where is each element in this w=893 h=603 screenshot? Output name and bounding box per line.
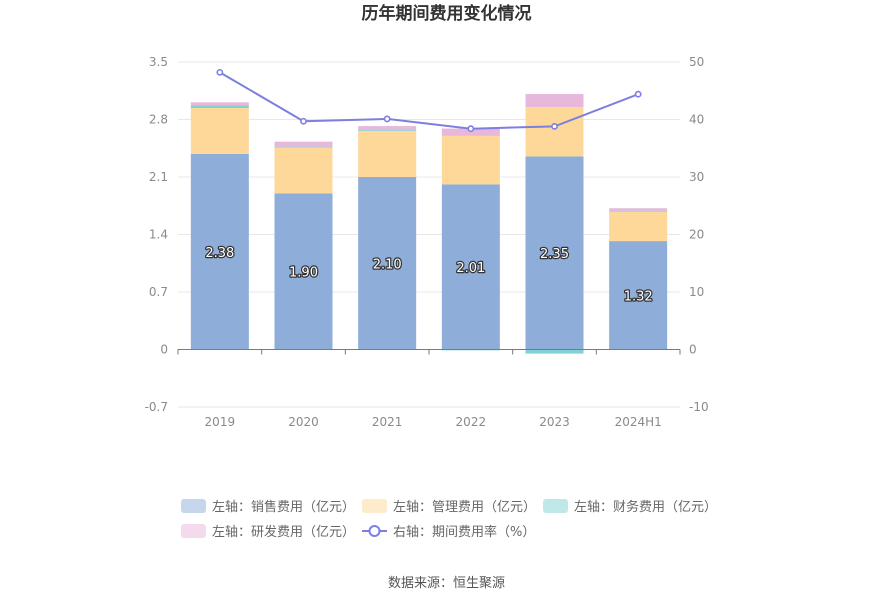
left-tick-label: 2.8 <box>149 113 168 127</box>
right-tick-label: -10 <box>689 400 709 414</box>
x-tick-label: 2023 <box>539 415 570 429</box>
x-axis: 2019 2020 2021 2022 2023 2024H1 <box>177 349 681 429</box>
rate-line <box>216 68 642 133</box>
left-tick-label: -0.7 <box>145 400 168 414</box>
right-tick-label: 10 <box>689 285 704 299</box>
left-axis: -0.7 0 0.7 1.4 2.1 2.8 3.5 <box>145 55 168 414</box>
legend-item[interactable]: 左轴：研发费用（亿元） <box>181 524 355 540</box>
bar-value-label: 2.10 <box>373 257 402 272</box>
legend-swatch <box>543 499 568 513</box>
bar-value-label: 1.90 <box>289 265 318 280</box>
bars <box>190 94 668 354</box>
bar-segment <box>441 184 500 350</box>
bar-value-label: 2.01 <box>456 261 485 276</box>
right-tick-label: 30 <box>689 170 704 184</box>
right-tick-label: 40 <box>689 113 704 127</box>
bar-value-label: 2.35 <box>540 247 569 262</box>
legend-item[interactable]: 左轴：管理费用（亿元） <box>362 499 536 515</box>
bar-value-label: 2.38 <box>205 246 234 261</box>
bar-segment <box>358 126 417 131</box>
bar-segment <box>525 94 584 108</box>
legend-label: 左轴：财务费用（亿元） <box>574 499 717 515</box>
bar-segment <box>525 156 584 350</box>
left-tick-label: 1.4 <box>149 228 168 242</box>
bar-segment <box>441 128 500 136</box>
grid <box>178 61 680 408</box>
rate-point <box>551 123 558 130</box>
bar-segment <box>190 154 249 350</box>
legend-item[interactable]: 左轴：销售费用（亿元） <box>181 499 355 515</box>
rate-point <box>467 125 475 133</box>
bar-segment <box>358 131 417 177</box>
left-tick-label: 0.7 <box>149 285 168 299</box>
legend-swatch <box>362 499 387 513</box>
bar-segment <box>190 102 249 106</box>
bar-labels: 2.38 1.90 2.10 2.01 2.35 1.32 <box>204 245 654 306</box>
legend-line-swatch <box>362 525 387 537</box>
bar-segment <box>609 241 668 350</box>
bar-segment <box>190 108 249 154</box>
bar-segment <box>274 146 333 148</box>
source-note: 数据来源：恒生聚源 <box>388 576 505 591</box>
bar-segment <box>274 147 333 194</box>
bar-segment <box>358 177 417 350</box>
right-tick-label: 20 <box>689 228 704 242</box>
rate-point <box>383 115 391 123</box>
legend-label: 右轴：期间费用率（%） <box>393 524 535 540</box>
bar-segment <box>274 193 333 350</box>
x-tick-label: 2024H1 <box>615 415 662 429</box>
rate-point <box>216 68 224 76</box>
bar-segment <box>609 208 668 211</box>
legend-swatch <box>181 524 206 538</box>
bar-segment <box>525 349 584 354</box>
legend-label: 左轴：研发费用（亿元） <box>212 524 355 540</box>
x-tick-label: 2021 <box>372 415 403 429</box>
bar-segment <box>190 105 249 108</box>
left-tick-label: 2.1 <box>149 170 168 184</box>
left-tick-label: 3.5 <box>149 55 168 69</box>
legend-label: 左轴：管理费用（亿元） <box>393 500 536 515</box>
bar-segment <box>441 135 500 185</box>
bar-value-label: 1.32 <box>624 289 653 304</box>
bar-segment <box>525 107 584 157</box>
legend-item[interactable]: 左轴：财务费用（亿元） <box>543 499 717 515</box>
legend-label: 左轴：销售费用（亿元） <box>212 499 355 515</box>
x-tick-label: 2019 <box>205 415 236 429</box>
x-tick-label: 2022 <box>456 415 487 429</box>
right-axis: -10 0 10 20 30 40 50 <box>689 55 709 414</box>
right-tick-label: 50 <box>689 55 704 69</box>
rate-series-line <box>219 71 639 130</box>
bar-segment <box>609 210 668 212</box>
right-tick-label: 0 <box>689 343 697 357</box>
legend-item[interactable]: 右轴：期间费用率（%） <box>362 524 535 540</box>
bar-segment <box>609 211 668 242</box>
rate-point <box>300 117 307 125</box>
chart-title: 历年期间费用变化情况 <box>362 3 532 24</box>
x-tick-label: 2020 <box>288 415 319 429</box>
rate-point <box>634 90 642 98</box>
bar-segment <box>274 141 333 147</box>
left-tick-label: 0 <box>160 343 168 357</box>
bar-segment <box>358 130 417 131</box>
legend-swatch <box>181 499 206 513</box>
legend: 左轴：销售费用（亿元） 左轴：管理费用（亿元） 左轴：财务费用（亿元） 左轴：研发费用… <box>181 499 717 540</box>
